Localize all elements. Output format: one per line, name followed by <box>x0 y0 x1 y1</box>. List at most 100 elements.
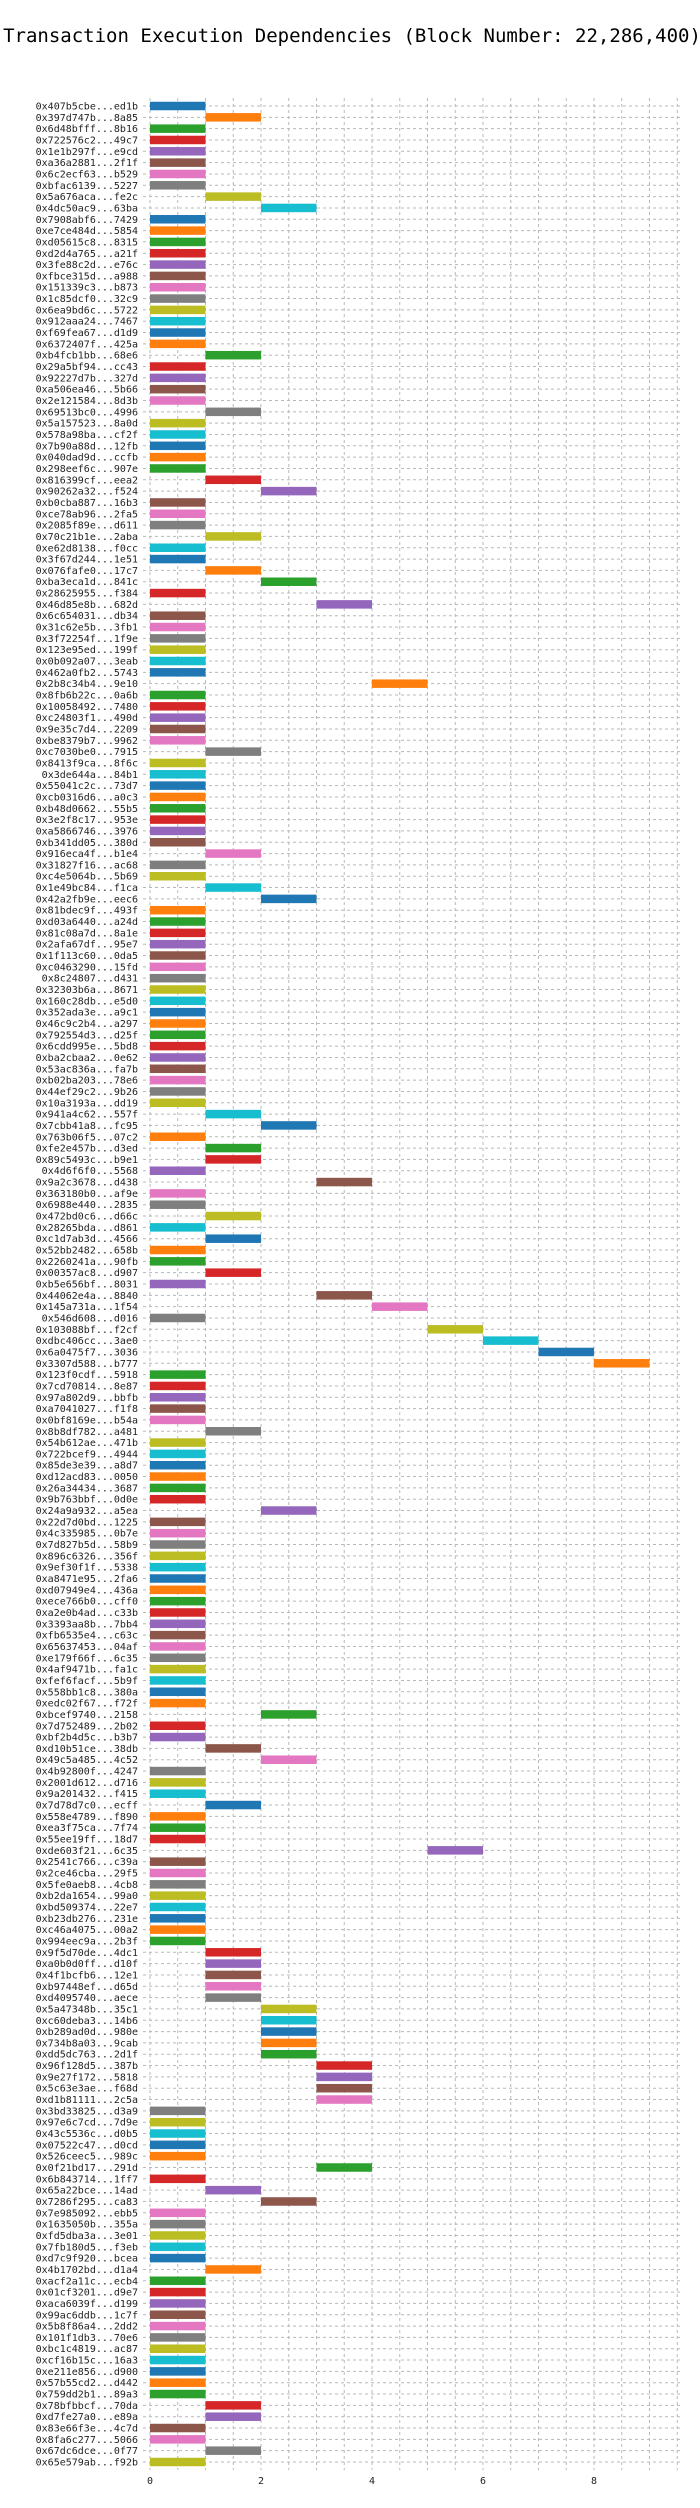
transaction-bar <box>372 1302 428 1311</box>
transaction-bar <box>150 520 206 530</box>
transaction-bar <box>150 1778 206 1787</box>
transaction-label: 0xc7030be0...7915 <box>36 747 138 758</box>
transaction-label: 0x6ea9bd6c...5722 <box>36 305 138 316</box>
transaction-bar <box>150 1687 206 1697</box>
transaction-bar <box>150 2219 206 2229</box>
transaction-bar <box>150 181 206 190</box>
transaction-bar <box>316 600 372 609</box>
transaction-label: 0xc4e5064b...5b69 <box>36 872 138 883</box>
transaction-label: 0x298eef6c...907e <box>36 464 138 475</box>
transaction-bar <box>205 1234 261 1243</box>
transaction-bar <box>150 1857 206 1866</box>
transaction-bar <box>150 928 206 938</box>
transaction-bar <box>150 2106 206 2116</box>
transaction-label: 0x2541c766...c39a <box>36 1857 138 1868</box>
transaction-label: 0x6d48bfff...8b16 <box>36 124 138 135</box>
transaction-bar <box>150 316 206 326</box>
transaction-bar <box>150 2333 206 2342</box>
transaction-bar <box>205 1993 261 2002</box>
transaction-bar <box>150 1472 206 1481</box>
transaction-label: 0x558bb1c8...380a <box>36 1687 138 1698</box>
transaction-bar <box>150 1098 206 1108</box>
transaction-label: 0x9e35c7d4...2209 <box>36 724 138 735</box>
transaction-bar <box>150 373 206 383</box>
transaction-bar <box>150 543 206 552</box>
transaction-label: 0x1e49bc84...f1ca <box>36 883 138 894</box>
transaction-bar <box>150 2378 206 2387</box>
transaction-bar <box>150 611 206 620</box>
transaction-label: 0x5fe0aeb8...4cb8 <box>36 1880 138 1891</box>
transaction-label: 0xea3f75ca...7f74 <box>36 1823 138 1834</box>
transaction-bar <box>150 215 206 224</box>
transaction-bar <box>150 2321 206 2331</box>
transaction-bar <box>483 1336 539 1345</box>
transaction-label: 0x6cdd995e...5bd8 <box>36 1042 138 1053</box>
transaction-bar <box>150 1483 206 1493</box>
transaction-label: 0x83e66f3e...4c7d <box>36 2424 138 2435</box>
transaction-bar <box>150 1664 206 1674</box>
transaction-bar <box>150 1381 206 1391</box>
transaction-bar <box>150 1064 206 1074</box>
transaction-bar <box>205 1211 261 1221</box>
transaction-label: 0x7d752489...2b02 <box>36 1721 138 1732</box>
transaction-bar <box>150 871 206 881</box>
transaction-label: 0x103088bf...f2cf <box>36 1325 138 1336</box>
transaction-label: 0xb4fcb1bb...68e6 <box>36 351 138 362</box>
transaction-label: 0x722bcef9...4944 <box>36 1449 138 1460</box>
transaction-label: 0x160c28db...e5d0 <box>36 996 138 1007</box>
transaction-bar <box>150 452 206 462</box>
transaction-label: 0xb23db276...231e <box>36 1914 138 1925</box>
transaction-label: 0x1c85dcf0...32c9 <box>36 294 138 305</box>
transaction-bar <box>205 2412 261 2421</box>
transaction-label: 0x28625955...f384 <box>36 589 138 600</box>
transaction-label: 0xa36a2881...2f1f <box>36 158 138 169</box>
transaction-label: 0xfb6535e4...c63c <box>36 1631 138 1642</box>
transaction-label: 0xfe2e457b...d3ed <box>36 1144 138 1155</box>
transaction-bar <box>261 894 317 904</box>
transaction-bar <box>261 2038 317 2048</box>
transaction-bar <box>150 1551 206 1561</box>
transaction-bar <box>150 1653 206 1663</box>
transaction-bar <box>150 1789 206 1798</box>
transaction-label: 0xbc1c4819...ac87 <box>36 2344 138 2355</box>
transaction-bar <box>261 1121 317 1130</box>
transaction-bar <box>150 498 206 507</box>
transaction-label: 0x8fb6b22c...0a6b <box>36 691 138 702</box>
transaction-label: 0x97a802d9...bbfb <box>36 1393 138 1404</box>
transaction-bar <box>150 1880 206 1889</box>
transaction-bar <box>316 2083 372 2093</box>
transaction-label: 0x9a2c3678...d438 <box>36 1178 138 1189</box>
transaction-bar <box>150 1812 206 1821</box>
transaction-bar <box>316 1177 372 1187</box>
transaction-bar <box>150 1041 206 1051</box>
transaction-label: 0x0f21bd17...291d <box>36 2163 138 2174</box>
transaction-bar <box>150 792 206 802</box>
transaction-bar <box>205 192 261 201</box>
transaction-label: 0x5c63e3ae...f68d <box>36 2084 138 2095</box>
transaction-label: 0x10a3193a...dd19 <box>36 1098 138 1109</box>
transaction-bar <box>150 2140 206 2150</box>
transaction-label: 0x01cf3201...d9e7 <box>36 2288 138 2299</box>
transaction-label: 0x9ef30f1f...5338 <box>36 1563 138 1574</box>
transaction-bar <box>150 305 206 315</box>
transaction-bar <box>205 566 261 575</box>
transaction-bar <box>205 1800 261 1810</box>
transaction-bar <box>150 736 206 745</box>
transaction-label: 0xa7041027...f1f8 <box>36 1404 138 1415</box>
transaction-bar <box>205 1970 261 1980</box>
transaction-bar <box>150 622 206 632</box>
transaction-bar <box>205 113 261 122</box>
transaction-label: 0xacf2a11c...ecb4 <box>36 2276 138 2287</box>
transaction-bar <box>150 1721 206 1730</box>
transaction-label: 0xde603f21...6c35 <box>36 1846 138 1857</box>
transaction-label: 0x5a157523...8a0d <box>36 419 138 430</box>
transaction-bar <box>205 532 261 541</box>
transaction-label: 0x5b8f86a4...2dd2 <box>36 2322 138 2333</box>
transaction-label: 0x558e4789...f890 <box>36 1812 138 1823</box>
transaction-label: 0xd03a6440...a24d <box>36 917 138 928</box>
transaction-bar <box>150 962 206 972</box>
transaction-bar <box>150 271 206 281</box>
transaction-label: 0xd07949e4...436a <box>36 1585 138 1596</box>
transaction-label: 0x816399cf...eea2 <box>36 475 138 486</box>
transaction-label: 0x42a2fb9e...eec6 <box>36 894 138 905</box>
